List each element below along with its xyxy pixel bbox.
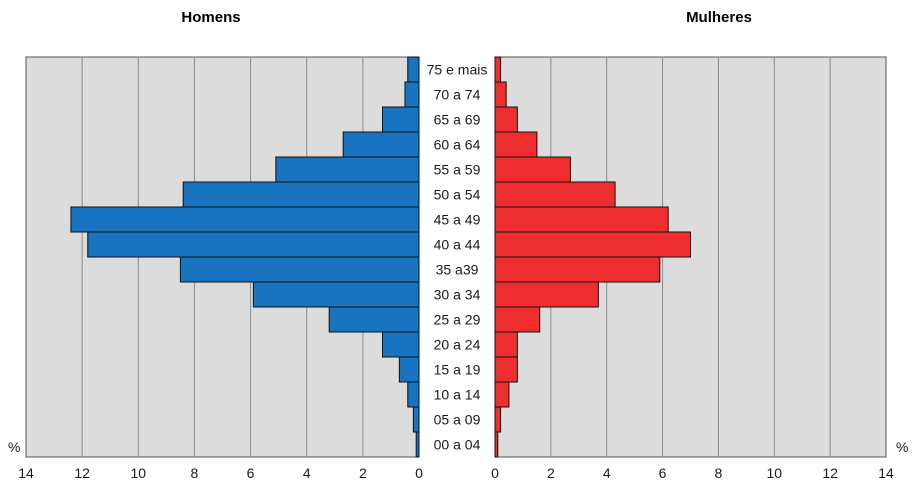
left-panel-title: Homens (181, 9, 240, 26)
right-tick-label: 8 (715, 465, 723, 481)
age-group-label: 15 a 19 (434, 362, 481, 378)
left-tick-label: 6 (247, 465, 255, 481)
right-tick-label: 0 (491, 465, 499, 481)
age-group-label: 45 a 49 (434, 212, 481, 228)
left-tick-label: 10 (130, 465, 146, 481)
age-group-label: 05 a 09 (434, 412, 481, 428)
bar-mulheres (494, 356, 518, 383)
left-tick-label: 0 (415, 465, 423, 481)
left-tick-label: 2 (359, 465, 367, 481)
right-tick-label: 10 (766, 465, 782, 481)
bar-mulheres (494, 381, 510, 408)
bar-homens (407, 381, 420, 408)
bar-homens (404, 81, 420, 108)
age-group-label: 35 a39 (436, 262, 479, 278)
right-tick-label: 14 (878, 465, 894, 481)
bar-homens (87, 231, 420, 258)
age-group-label: 55 a 59 (434, 162, 481, 178)
bar-homens (275, 156, 420, 183)
bar-homens (382, 331, 420, 358)
bar-mulheres (494, 331, 518, 358)
bar-mulheres (494, 431, 499, 458)
right-tick-label: 6 (659, 465, 667, 481)
bar-mulheres (494, 131, 538, 158)
left-tick-label: 14 (18, 465, 34, 481)
age-group-label: 40 a 44 (434, 237, 481, 253)
age-group-label: 00 a 04 (434, 437, 481, 453)
bar-homens (182, 181, 420, 208)
right-unit-label: % (896, 439, 908, 455)
age-group-label: 50 a 54 (434, 187, 481, 203)
bar-mulheres (494, 406, 502, 433)
age-group-label: 20 a 24 (434, 337, 481, 353)
bar-mulheres (494, 256, 661, 283)
age-group-labels: 00 a 04 05 a 09 10 a 14 15 a 19 20 a 24 25 a … (427, 62, 488, 453)
age-group-label: 70 a 74 (434, 87, 481, 103)
bar-mulheres (494, 281, 599, 308)
left-tick-label: 4 (303, 465, 311, 481)
bar-homens (412, 406, 420, 433)
bar-homens (179, 256, 420, 283)
age-group-label: 30 a 34 (434, 287, 481, 303)
age-group-label: 65 a 69 (434, 112, 481, 128)
age-group-label: 10 a 14 (434, 387, 481, 403)
age-group-label: 60 a 64 (434, 137, 481, 153)
left-tick-label: 8 (191, 465, 199, 481)
bar-homens (382, 106, 420, 133)
left-tick-label: 12 (74, 465, 90, 481)
bar-mulheres (494, 181, 616, 208)
bar-homens (415, 431, 420, 458)
bar-mulheres (494, 106, 518, 133)
right-panel-title: Mulheres (686, 9, 752, 26)
bar-mulheres (494, 306, 541, 333)
bar-homens (328, 306, 420, 333)
right-tick-label: 2 (547, 465, 555, 481)
bar-homens (252, 281, 420, 308)
bar-mulheres (494, 81, 507, 108)
left-unit-label: % (8, 439, 20, 455)
bar-homens (70, 206, 420, 233)
bar-mulheres (494, 56, 502, 83)
bar-mulheres (494, 206, 669, 233)
bar-mulheres (494, 156, 571, 183)
bar-homens (342, 131, 420, 158)
bar-homens (407, 56, 420, 83)
bar-homens (398, 356, 420, 383)
bar-mulheres (494, 231, 691, 258)
age-group-label: 25 a 29 (434, 312, 481, 328)
right-tick-label: 4 (603, 465, 611, 481)
right-tick-label: 12 (822, 465, 838, 481)
age-group-label: 75 e mais (427, 62, 488, 78)
bars (70, 56, 691, 458)
x-axis-ticks: 0 0 2 2 4 4 6 6 8 8 10 10 12 12 14 14 (18, 465, 894, 481)
